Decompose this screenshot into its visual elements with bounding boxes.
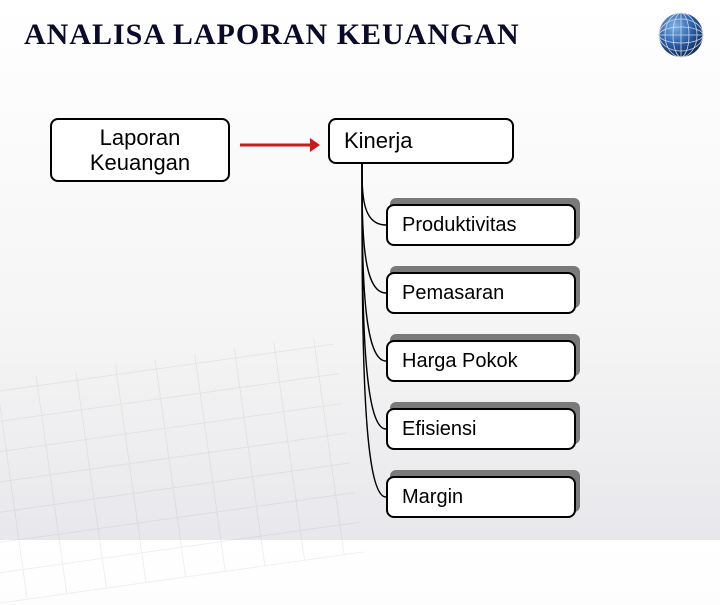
node-child-0: Produktivitas (386, 204, 576, 246)
node-label: Margin (402, 486, 463, 509)
globe-icon (656, 10, 706, 60)
node-label: Produktivitas (402, 214, 517, 237)
node-laporan-keuangan: LaporanKeuangan (50, 118, 230, 182)
node-child-1: Pemasaran (386, 272, 576, 314)
node-label: Kinerja (344, 128, 412, 153)
node-label: Pemasaran (402, 282, 504, 305)
node-child-2: Harga Pokok (386, 340, 576, 382)
node-label: Efisiensi (402, 418, 476, 441)
background-blueprint-decor (0, 335, 363, 605)
page-title: ANALISA LAPORAN KEUANGAN (24, 18, 520, 52)
node-label: Harga Pokok (402, 350, 518, 373)
node-label: LaporanKeuangan (90, 125, 190, 176)
node-kinerja: Kinerja (328, 118, 514, 164)
node-child-3: Efisiensi (386, 408, 576, 450)
node-child-4: Margin (386, 476, 576, 518)
